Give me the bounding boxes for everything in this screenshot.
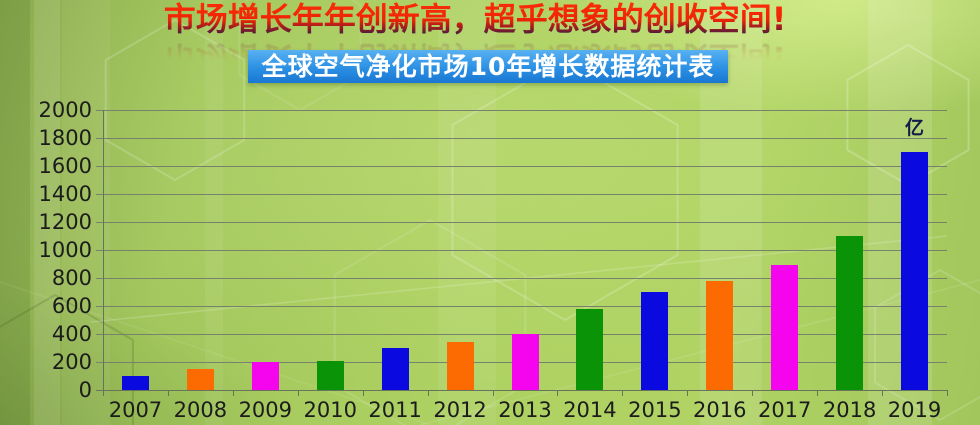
x-axis-tick <box>557 390 559 396</box>
gridline-1600 <box>96 165 947 167</box>
y-axis <box>103 110 104 396</box>
x-axis-tick <box>882 390 884 396</box>
x-axis-tick <box>622 390 624 396</box>
x-axis-label-2016: 2016 <box>693 398 747 422</box>
gridline-1800 <box>96 137 947 139</box>
bar-2011 <box>381 348 409 390</box>
unit-label: 亿 <box>905 117 925 139</box>
bar-2015 <box>641 292 669 390</box>
y-axis-label-400: 400 <box>51 322 92 346</box>
gridline-0 <box>96 389 947 391</box>
bar-2009 <box>251 362 279 390</box>
bar-2007 <box>121 376 149 390</box>
y-axis-label-600: 600 <box>51 294 92 318</box>
gridline-2000 <box>96 109 947 111</box>
y-axis-label-1800: 1800 <box>38 126 92 150</box>
x-axis-label-2007: 2007 <box>108 398 163 422</box>
x-axis-label-2018: 2018 <box>822 398 877 422</box>
bar-2018 <box>836 236 864 390</box>
x-axis-label-2014: 2014 <box>563 398 617 422</box>
x-axis-tick <box>297 390 299 396</box>
x-axis-tick <box>167 390 169 396</box>
gridline-600 <box>96 305 947 307</box>
bar-2012 <box>446 342 474 390</box>
bar-2017 <box>771 265 799 390</box>
x-axis-label-2017: 2017 <box>757 398 812 422</box>
x-axis-label-2013: 2013 <box>498 398 552 422</box>
page-title: 市场增长年年创新高，超乎想象的创收空间! <box>0 0 950 40</box>
bar-2010 <box>316 360 344 390</box>
gridline-800 <box>96 277 947 279</box>
x-axis-label-2010: 2010 <box>303 398 357 422</box>
gridline-1200 <box>96 221 947 223</box>
y-axis-label-2000: 2000 <box>38 98 92 122</box>
x-axis-tick <box>362 390 364 396</box>
x-axis-label-2012: 2012 <box>433 398 487 422</box>
x-axis-tick <box>752 390 754 396</box>
x-axis-tick <box>103 390 104 396</box>
bar-2013 <box>511 334 539 390</box>
bar-2019 <box>901 152 929 390</box>
x-axis-label-2009: 2009 <box>238 398 293 422</box>
x-axis-tick <box>427 390 429 396</box>
x-axis-tick <box>492 390 494 396</box>
bar-2016 <box>706 280 734 390</box>
x-axis-tick <box>687 390 689 396</box>
bar-2014 <box>576 308 604 390</box>
y-axis-label-1400: 1400 <box>38 182 92 206</box>
x-axis-tick <box>817 390 819 396</box>
x-axis-label-2019: 2019 <box>887 398 942 422</box>
chart-title-banner: 全球空气净化市场10年增长数据统计表 <box>248 50 728 83</box>
x-axis-label-2011: 2011 <box>368 398 422 422</box>
y-axis-label-1200: 1200 <box>38 210 92 234</box>
y-axis-label-1000: 1000 <box>38 238 92 262</box>
gridline-1000 <box>96 249 947 251</box>
y-axis-label-800: 800 <box>51 266 92 290</box>
x-axis-label-2008: 2008 <box>173 398 228 422</box>
y-axis-label-1600: 1600 <box>38 154 92 178</box>
x-axis-tick <box>947 390 948 396</box>
bar-2008 <box>186 369 214 390</box>
x-axis-tick <box>232 390 234 396</box>
y-axis-label-200: 200 <box>51 350 92 374</box>
gridline-1400 <box>96 193 947 195</box>
y-axis-label-0: 0 <box>78 378 92 402</box>
x-axis-label-2015: 2015 <box>628 398 682 422</box>
